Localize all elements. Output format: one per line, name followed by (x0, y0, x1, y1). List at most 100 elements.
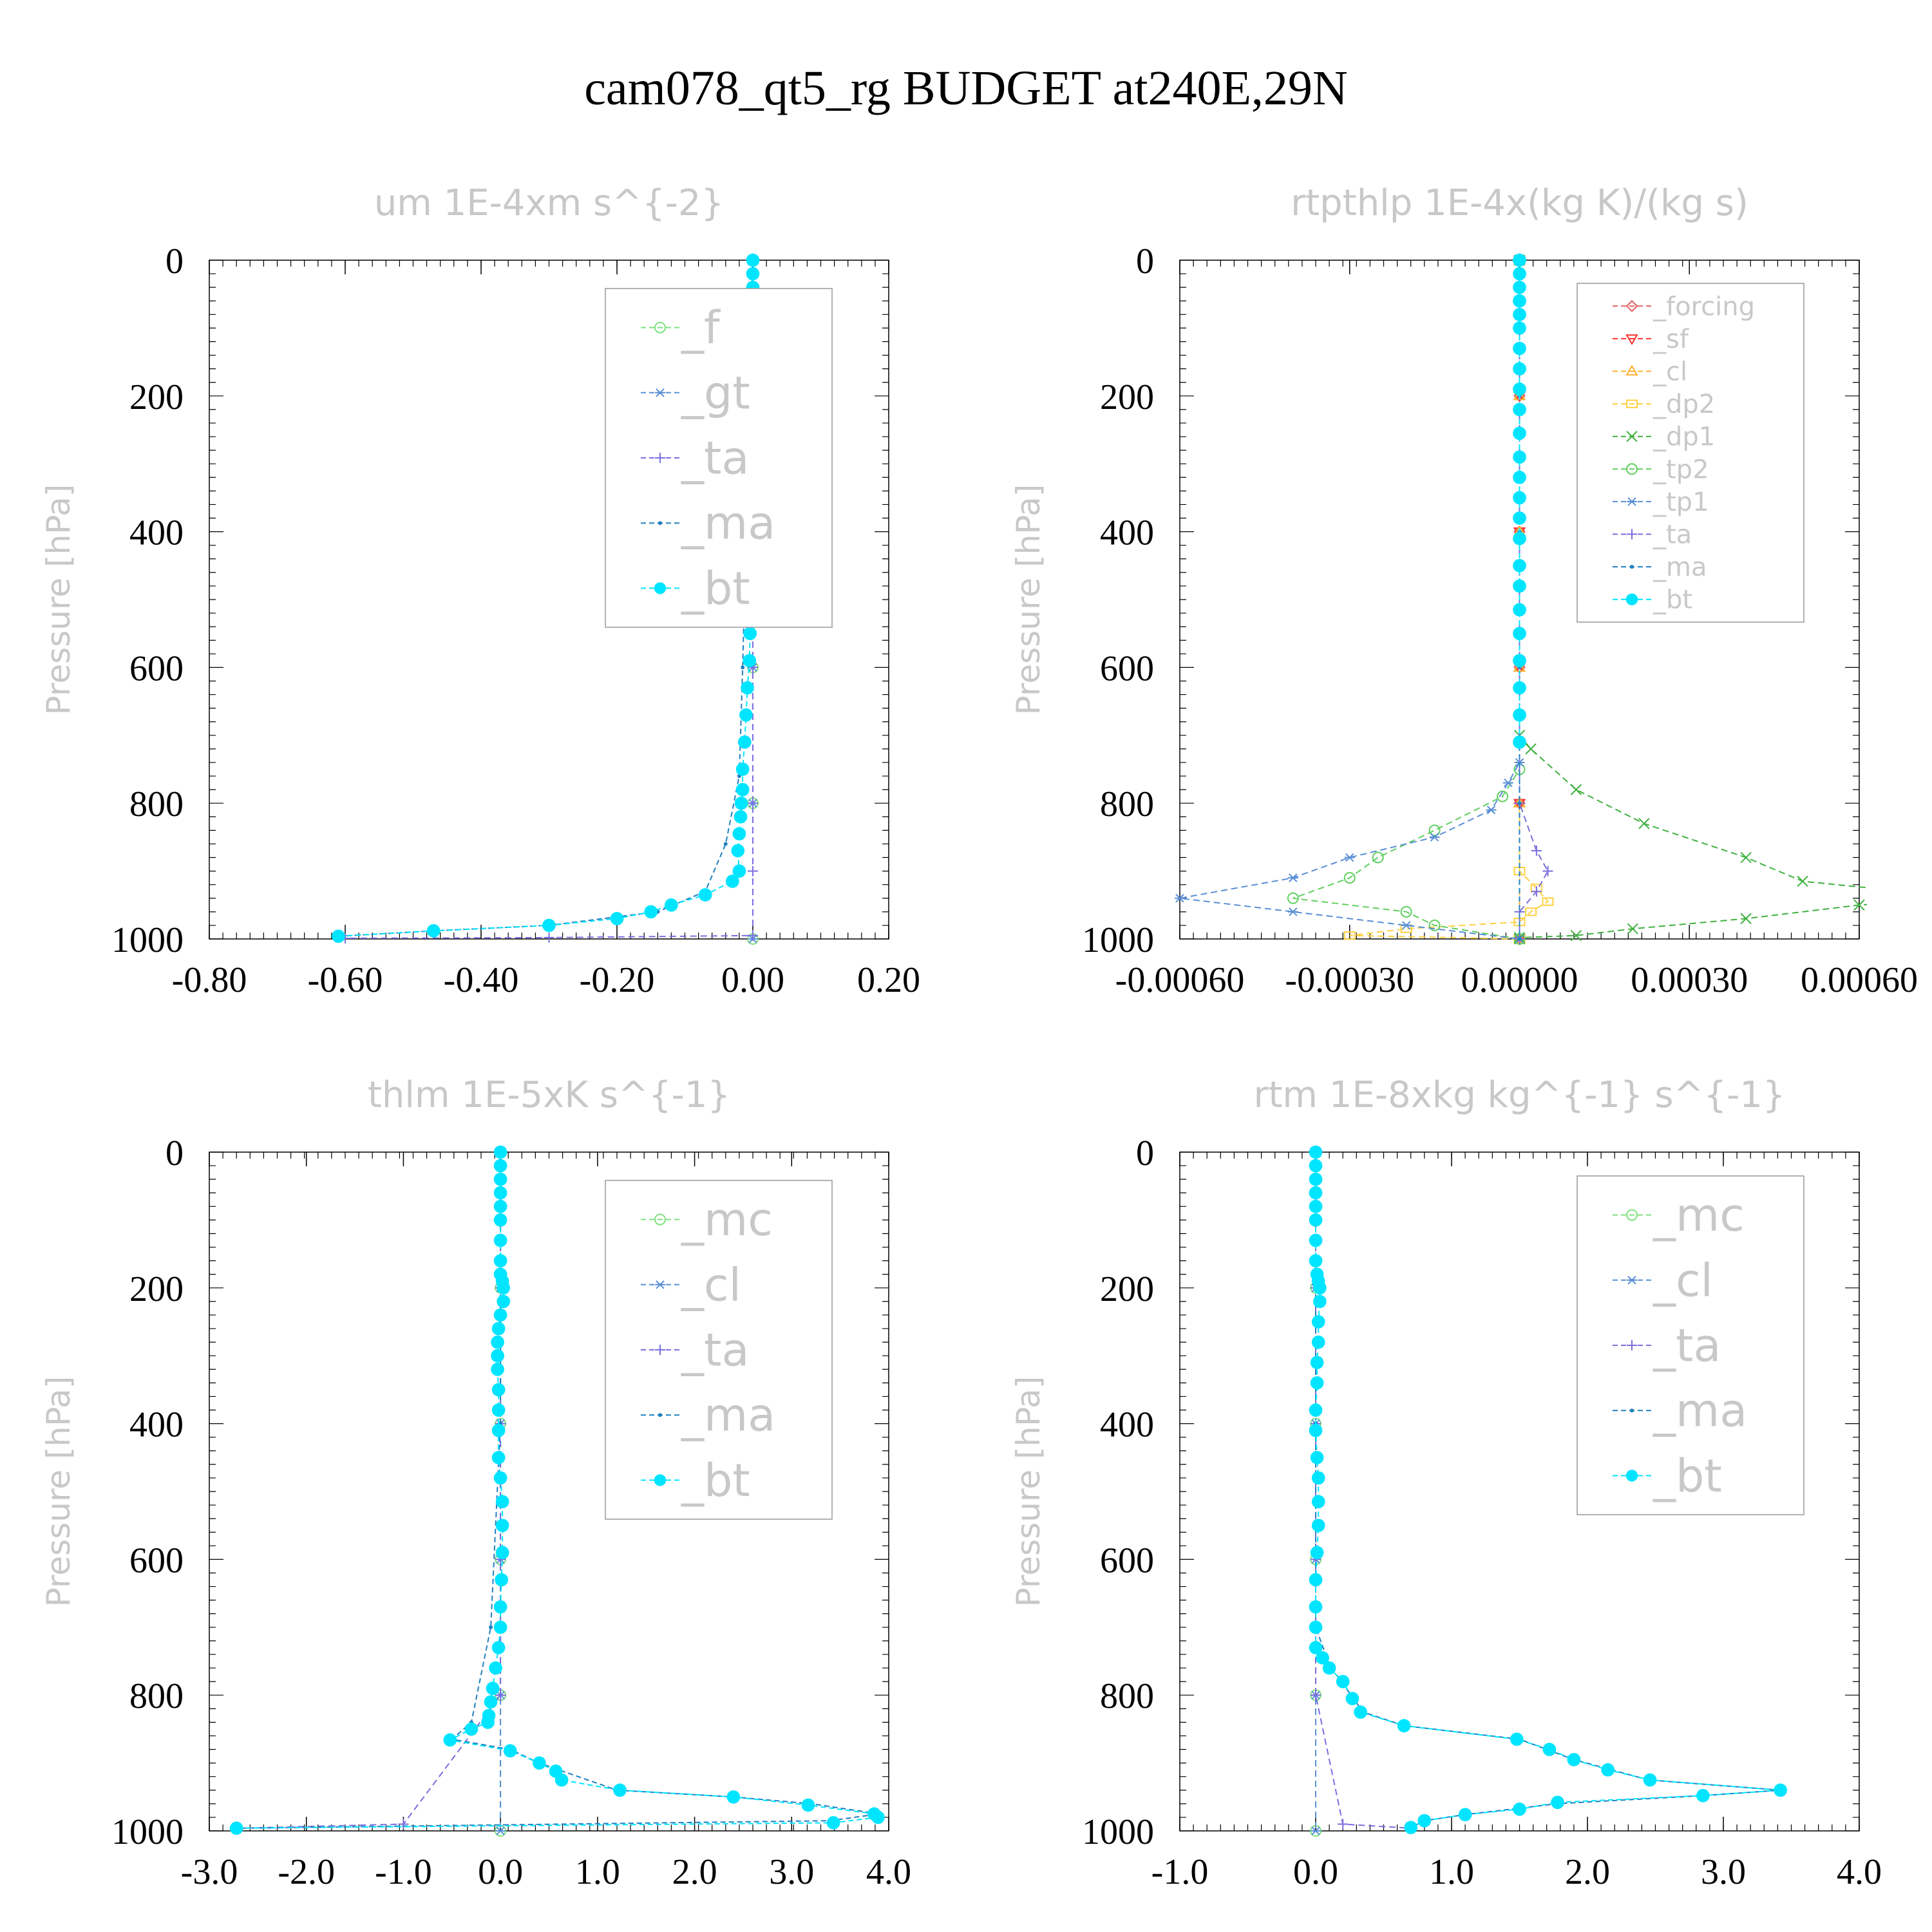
data-point-bt (732, 864, 746, 878)
x-tick-label: 3.0 (769, 1852, 814, 1892)
x-tick-label: -0.80 (172, 960, 247, 1000)
data-point-tp1 (1514, 758, 1525, 767)
y-tick-label: 0 (166, 1133, 184, 1173)
legend-marker-ta (655, 1345, 665, 1355)
data-point-dp1 (1853, 899, 1865, 911)
x-tick-label: 2.0 (1565, 1852, 1610, 1892)
data-point-ta (1542, 866, 1553, 876)
data-point-ta (748, 798, 758, 809)
data-point-tp1 (1502, 778, 1513, 788)
panel-rtm: rtm 1E-8xkg kg^{-1} s^{-1} Pressure [hPa… (1010, 1074, 1882, 1892)
data-point-bt (493, 1233, 507, 1247)
data-point-bt (1513, 280, 1526, 294)
data-point-bt (1513, 294, 1526, 308)
legend-label-dp2: _dp2 (1653, 390, 1715, 419)
data-point-tp2 (1428, 919, 1441, 931)
data-point-tp2 (1400, 905, 1412, 918)
data-point-bt (426, 924, 440, 938)
data-point-bt (1311, 1495, 1325, 1509)
plot-area-um: 0 200 400 600 800 1000-0.80 -0.40 -0.20 0.00 0.20… (111, 242, 920, 1000)
x-tick-label: -0.60 (308, 960, 383, 1000)
data-point-bt (1513, 1802, 1526, 1816)
data-point-tp2 (1497, 790, 1509, 802)
data-point-bt (1311, 1471, 1325, 1485)
y-tick-label: 400 (129, 513, 184, 553)
data-point-bt (1513, 362, 1526, 375)
data-point-dp2 (1542, 897, 1554, 906)
legend-marker-f (654, 321, 666, 334)
data-point-bt (613, 1783, 627, 1797)
legend-label-ta: _ta (681, 1324, 749, 1377)
data-point-bt (1513, 708, 1526, 722)
y-tick-label: 800 (1100, 1676, 1154, 1716)
data-point-bt (1513, 735, 1526, 749)
data-point-dp2 (1525, 907, 1537, 916)
data-point-ma (489, 1625, 493, 1629)
legend-marker-sf (1625, 334, 1638, 345)
data-point-bt (491, 1383, 506, 1397)
y-tick-label: 0 (1136, 1133, 1154, 1173)
legend-marker-mc (654, 1213, 666, 1226)
data-point-dp1 (1570, 930, 1582, 942)
data-point-bt (533, 1756, 546, 1770)
data-point-bt (1309, 1233, 1323, 1247)
data-point-dp1 (1525, 743, 1537, 755)
data-point-bt (497, 1294, 511, 1309)
data-point-bt (1513, 491, 1526, 505)
legend-marker-dp1 (1626, 430, 1638, 442)
legend-marker-bt (654, 1474, 667, 1486)
y-tick-label: 400 (1100, 1405, 1154, 1445)
data-point-tp2 (1372, 851, 1384, 864)
data-point-bt (1310, 1356, 1324, 1370)
data-point-bt (486, 1681, 500, 1696)
data-point-bt (443, 1733, 457, 1747)
legend-marker-cl (1625, 365, 1638, 376)
data-point-tp1 (1287, 873, 1298, 882)
data-point-dp1 (1570, 784, 1582, 795)
data-point-bt (542, 918, 556, 933)
data-point-bt (1309, 1213, 1323, 1227)
x-tick-label: -0.20 (580, 960, 655, 1000)
data-point-bt (1417, 1814, 1432, 1828)
data-point-bt (491, 1450, 506, 1464)
data-point-bt (743, 627, 757, 641)
panel-title-um: um 1E-4xm s^{-2} (374, 182, 724, 224)
data-point-bt (1312, 1281, 1327, 1295)
data-point-bt (737, 735, 752, 749)
data-point-ta (495, 1690, 506, 1701)
axis-ticks (209, 260, 889, 940)
y-tick-label: 0 (166, 242, 184, 281)
y-tick-label: 600 (1100, 1540, 1154, 1580)
data-point-bt (1336, 1674, 1350, 1689)
data-point-bt (741, 681, 754, 695)
legend-marker-gt (655, 388, 665, 397)
data-point-dp1 (1627, 923, 1639, 934)
y-tick-label: 1000 (111, 920, 184, 960)
data-point-bt (491, 1321, 506, 1336)
data-point-bt (1542, 1743, 1557, 1756)
data-point-bt (739, 708, 753, 722)
data-point-tp2 (1343, 872, 1356, 884)
data-point-bt (1513, 579, 1526, 593)
data-point-bt (1513, 627, 1526, 641)
data-point-bt (1309, 1641, 1323, 1654)
data-point-tp2 (1287, 892, 1299, 904)
legend-label-mc: _mc (681, 1193, 773, 1246)
data-point-bt (1513, 603, 1526, 617)
data-point-bt (493, 1186, 507, 1200)
legend-marker-bt (1625, 1470, 1638, 1482)
legend-label-cl: _cl (1653, 1254, 1713, 1307)
legend-marker-bt (1625, 593, 1638, 605)
data-point-bt (1309, 1403, 1323, 1417)
data-point-bt (493, 1308, 507, 1322)
legend-marker-tp2 (1626, 463, 1638, 475)
data-point-bt (1309, 1145, 1323, 1159)
y-tick-label: 200 (129, 377, 184, 417)
data-point-dp2 (1343, 931, 1356, 940)
legend-box (1577, 283, 1804, 623)
data-point-bt (1513, 341, 1526, 355)
data-point-bt (1312, 1294, 1327, 1309)
data-point-bt (1513, 321, 1526, 335)
panel-um: um 1E-4xm s^{-2} Pressure [hPa] 0 200 400 6… (40, 182, 920, 1000)
legend-label-tp1: _tp1 (1653, 488, 1709, 517)
